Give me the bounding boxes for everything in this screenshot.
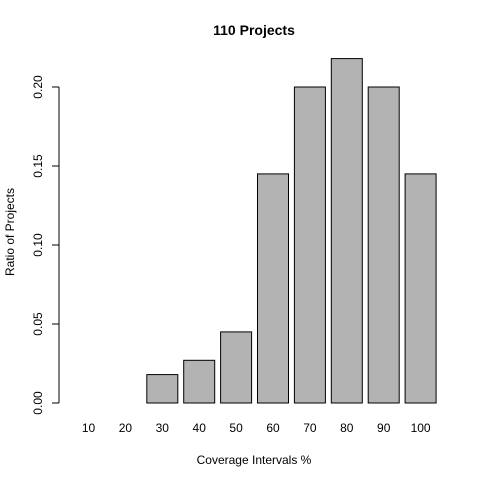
bar-70 (293, 86, 326, 404)
x-tick-label: 80 (340, 421, 354, 435)
x-axis-title: Coverage Intervals % (197, 453, 312, 467)
chart-title: 110 Projects (213, 22, 295, 38)
x-tick-label: 20 (119, 421, 133, 435)
bar-90 (367, 86, 400, 404)
x-tick-label: 30 (156, 421, 170, 435)
bar-80 (330, 58, 363, 404)
x-tick-labels: 10 20 30 40 50 60 70 80 90 100 (82, 421, 431, 435)
bars (146, 58, 437, 404)
x-tick-label: 40 (193, 421, 207, 435)
x-tick-label: 100 (411, 421, 431, 435)
x-tick-label: 60 (266, 421, 280, 435)
y-axis: 0.00 0.05 0.10 0.15 0.20 (31, 75, 60, 415)
y-tick-label: 0.05 (31, 312, 45, 336)
y-axis-title: Ratio of Projects (3, 188, 17, 276)
x-tick-label: 10 (82, 421, 96, 435)
bar-30 (146, 374, 179, 404)
x-tick-label: 90 (377, 421, 391, 435)
x-tick-label: 50 (229, 421, 243, 435)
y-ticks: 0.00 0.05 0.10 0.15 0.20 (31, 75, 59, 415)
bar-100 (404, 173, 437, 404)
y-tick-label: 0.00 (31, 391, 45, 415)
y-tick-label: 0.20 (31, 75, 45, 99)
y-tick-label: 0.15 (31, 154, 45, 178)
bar-60 (257, 173, 289, 404)
bar-40 (183, 359, 216, 404)
bar-50 (220, 331, 253, 404)
x-tick-label: 70 (303, 421, 317, 435)
y-tick-label: 0.10 (31, 233, 45, 257)
